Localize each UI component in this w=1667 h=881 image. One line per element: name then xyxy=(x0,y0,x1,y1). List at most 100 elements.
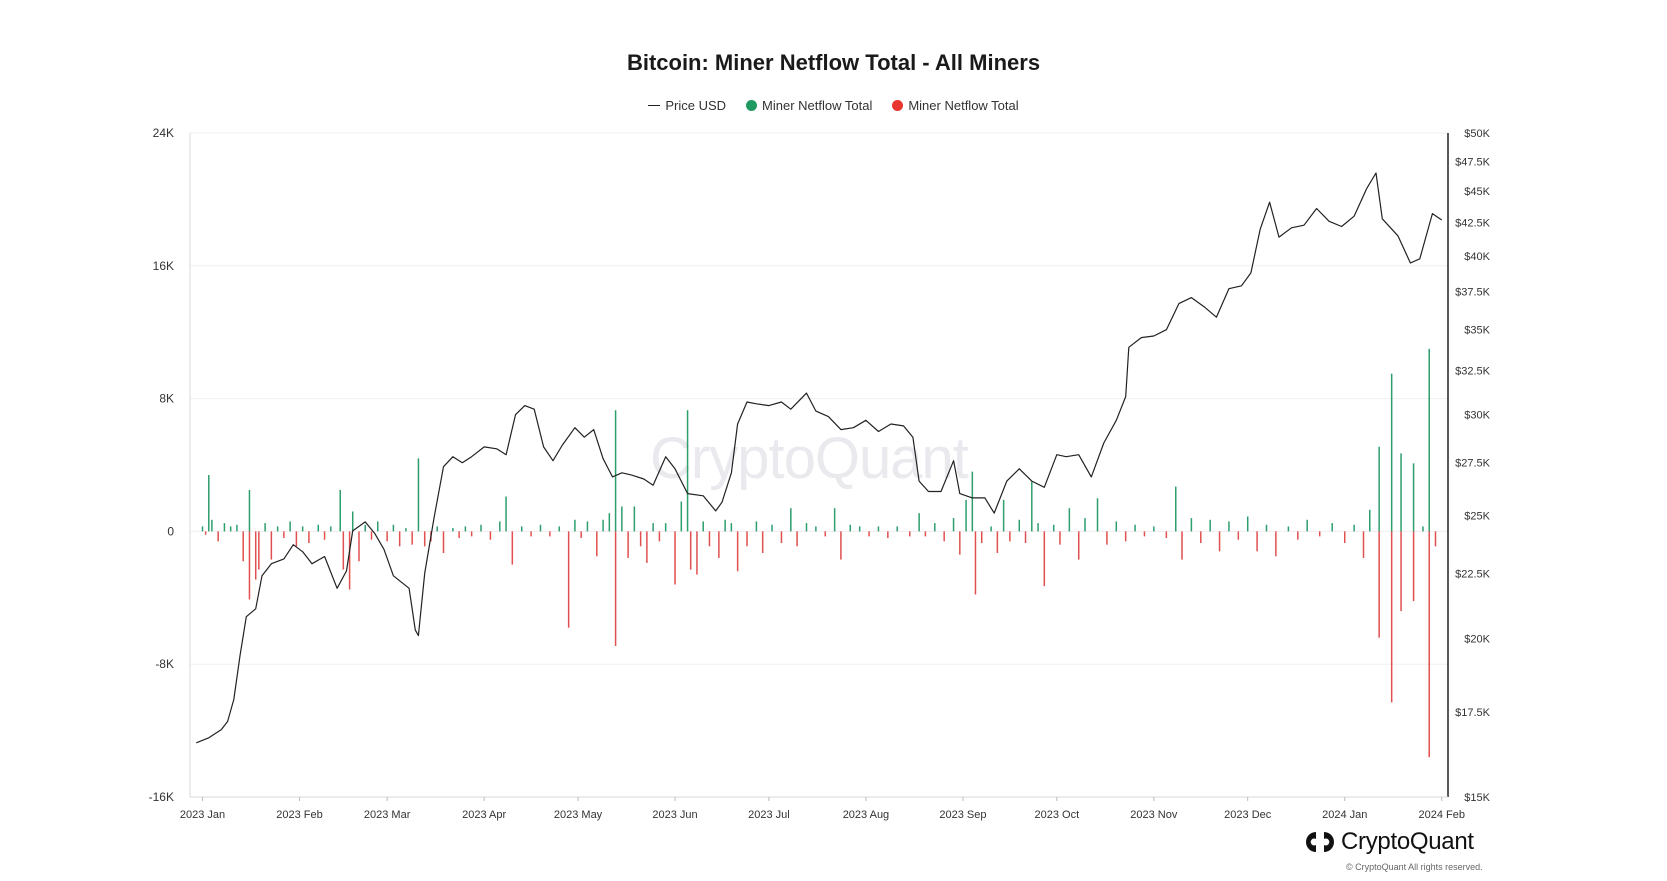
netflow-bar-26 xyxy=(348,531,351,590)
netflow-bar-12 xyxy=(258,531,260,570)
netflow-bar-106 xyxy=(943,531,945,542)
netflow-bar-145 xyxy=(1265,524,1268,532)
netflow-bar-148 xyxy=(1297,531,1299,540)
netflow-bar-149 xyxy=(1306,519,1308,532)
netflow-bar-82 xyxy=(730,523,733,532)
netflow-bar-153 xyxy=(1353,524,1355,532)
netflow-bar-14 xyxy=(270,531,273,560)
netflow-bar-75 xyxy=(686,410,689,532)
netflow-bar-58 xyxy=(580,531,582,539)
netflow-bar-33 xyxy=(392,524,395,532)
netflow-bar-104 xyxy=(924,531,927,537)
netflow-bar-161 xyxy=(1400,531,1402,612)
right-tick-label-1: $47.5K xyxy=(1455,156,1491,168)
right-tick-label-2: $45K xyxy=(1464,186,1490,198)
netflow-bar-47 xyxy=(489,531,492,540)
legend-item-outflow[interactable]: Miner Netflow Total xyxy=(892,98,1019,113)
netflow-bar-164 xyxy=(1422,526,1424,532)
netflow-bar-41 xyxy=(442,531,445,553)
x-tick-label-0: 2023 Jan xyxy=(180,809,225,821)
netflow-bar-13 xyxy=(264,523,266,532)
netflow-bar-156 xyxy=(1378,446,1380,532)
netflow-bar-115 xyxy=(1002,499,1005,532)
netflow-bar-52 xyxy=(530,531,532,537)
left-tick-label-5: -16K xyxy=(149,790,174,804)
netflow-bar-35 xyxy=(405,528,407,532)
legend-item-inflow[interactable]: Miner Netflow Total xyxy=(746,98,872,113)
netflow-bar-84 xyxy=(746,531,748,547)
netflow-bar-57 xyxy=(574,519,576,532)
netflow-bar-15 xyxy=(276,526,279,532)
netflow-bar-6 xyxy=(229,526,232,532)
netflow-bar-53 xyxy=(539,524,542,532)
netflow-bar-90 xyxy=(796,531,798,547)
netflow-bar-62 xyxy=(608,513,611,532)
x-tick-label-6: 2023 Jul xyxy=(748,809,790,821)
netflow-bar-69 xyxy=(646,531,648,563)
netflow-bar-32 xyxy=(386,531,388,542)
brand-name: CryptoQuant xyxy=(1341,828,1474,855)
legend-label-inflow: Miner Netflow Total xyxy=(762,98,873,113)
netflow-bar-126 xyxy=(1084,518,1086,532)
netflow-bar-51 xyxy=(520,526,523,532)
legend-line-icon xyxy=(648,105,661,106)
netflow-bar-141 xyxy=(1228,521,1230,532)
netflow-bar-91 xyxy=(805,523,808,532)
x-axis-ticks: 2023 Jan 2023 Feb 2023 Mar 2023 Apr 2023 May… xyxy=(180,797,1465,821)
netflow-bar-162 xyxy=(1412,463,1415,532)
netflow-bar-134 xyxy=(1165,531,1168,539)
netflow-bar-138 xyxy=(1200,531,1202,544)
netflow-bar-163 xyxy=(1412,531,1415,602)
netflow-bar-119 xyxy=(1031,481,1033,532)
netflow-bar-166 xyxy=(1428,531,1430,758)
netflow-bar-63 xyxy=(614,410,617,532)
x-tick-label-8: 2023 Sep xyxy=(939,809,986,821)
netflow-bar-59 xyxy=(586,521,589,532)
left-axis-ticks: 24K 16K 8K 0 -8K -16K xyxy=(149,126,175,804)
netflow-bar-3 xyxy=(211,519,213,532)
netflow-bar-19 xyxy=(301,526,304,532)
netflow-bar-124 xyxy=(1068,508,1071,532)
netflow-bar-150 xyxy=(1318,531,1321,537)
netflow-bar-105 xyxy=(934,523,936,532)
netflow-bar-102 xyxy=(909,531,911,537)
netflow-bar-25 xyxy=(342,531,345,570)
right-tick-label-4: $40K xyxy=(1464,251,1490,263)
netflow-bar-151 xyxy=(1331,523,1333,532)
netflow-bar-66 xyxy=(627,531,629,558)
netflow-bar-142 xyxy=(1237,531,1240,540)
right-tick-label-5: $37.5K xyxy=(1455,287,1491,299)
netflow-bar-5 xyxy=(223,523,226,532)
netflow-bar-127 xyxy=(1096,498,1099,532)
netflow-bar-143 xyxy=(1246,516,1249,532)
right-tick-label-0: $50K xyxy=(1464,128,1490,140)
netflow-bar-70 xyxy=(652,523,654,532)
netflow-bar-0 xyxy=(201,526,204,532)
netflow-bar-76 xyxy=(689,531,692,570)
netflow-bar-89 xyxy=(790,508,792,532)
netflow-bar-68 xyxy=(639,531,642,547)
netflow-bar-60 xyxy=(596,531,598,557)
netflow-bar-38 xyxy=(423,531,426,547)
netflow-bar-44 xyxy=(464,526,467,532)
legend-item-price[interactable]: Price USD xyxy=(648,98,726,113)
netflow-bar-20 xyxy=(308,531,310,544)
netflow-bar-108 xyxy=(959,531,961,555)
netflow-bars xyxy=(201,348,1437,758)
netflow-bar-45 xyxy=(470,531,473,537)
x-tick-label-9: 2023 Oct xyxy=(1035,809,1080,821)
netflow-bar-88 xyxy=(780,531,783,544)
netflow-bar-8 xyxy=(242,531,244,562)
netflow-bar-1 xyxy=(204,531,207,535)
left-tick-label-0: 24K xyxy=(153,126,174,140)
legend: Price USD Miner Netflow Total Miner Netf… xyxy=(0,98,1667,113)
netflow-bar-7 xyxy=(236,524,238,532)
netflow-bar-109 xyxy=(965,499,967,532)
netflow-bar-55 xyxy=(558,526,561,532)
netflow-bar-94 xyxy=(833,508,836,532)
x-tick-label-3: 2023 Apr xyxy=(462,809,506,821)
netflow-bar-155 xyxy=(1369,509,1371,532)
netflow-bar-114 xyxy=(996,531,999,553)
netflow-bar-117 xyxy=(1018,519,1021,532)
netflow-bar-111 xyxy=(974,531,977,595)
